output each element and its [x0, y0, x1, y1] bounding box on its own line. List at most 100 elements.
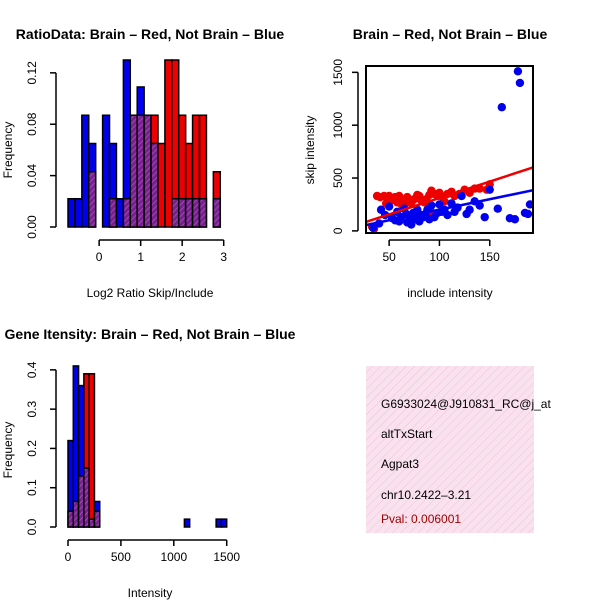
pval-text: Pval: 0.006001	[381, 512, 461, 526]
scatter-point-not-brain	[480, 212, 489, 222]
intensity-histogram-axes: 0 500 1000 1500 0.0 0.1 0.2 0.3 0.4	[25, 361, 240, 564]
intensity-y-tick-label: 0.2	[25, 440, 39, 457]
ratio-bar-overlap	[212, 197, 222, 228]
ratio-bar-not-brain	[81, 114, 90, 228]
ratio-bar-brain	[164, 59, 173, 228]
intensity-bar-overlap	[88, 518, 96, 528]
info-panel: G6933024@J910831_RC@j_at altTxStart Agpa…	[366, 366, 551, 533]
ratio-histogram-ylabel: Frequency	[1, 122, 15, 179]
intensity-bar-not-brain	[183, 518, 191, 528]
scatter-point-not-brain	[427, 201, 436, 210]
ratio-bar-overlap	[171, 197, 180, 228]
scatter-point-not-brain	[497, 103, 507, 112]
scatter-panel: Brain – Red, Not Brain – Blue 50 100 15005…	[303, 26, 547, 300]
scatter-ylabel: skip intensity	[303, 116, 317, 185]
intensity-histogram-xlabel: Intensity	[128, 586, 173, 600]
ratio-bar-not-brain	[115, 197, 125, 228]
ratio-y-tick-label: 0.00	[25, 215, 39, 239]
scatter-point-not-brain	[525, 200, 533, 209]
scatter-point-not-brain	[475, 201, 484, 210]
ratio-bar-not-brain	[101, 114, 111, 228]
location-text: chr10.2422–3.21	[381, 488, 471, 502]
intensity-bar-overlap	[93, 510, 101, 528]
scatter-plot-frame	[365, 65, 534, 234]
intensity-y-tick-label: 0.3	[25, 400, 39, 417]
scatter-x-tick-label: 100	[429, 250, 449, 264]
ratio-bar-not-brain	[74, 197, 83, 228]
scatter-point-not-brain	[493, 204, 502, 213]
ratio-bar-overlap	[88, 171, 97, 228]
intensity-x-tick-label: 500	[111, 550, 131, 564]
info-panel-background	[366, 366, 534, 533]
ratio-bar-overlap	[108, 197, 118, 228]
scatter-point-not-brain	[510, 215, 520, 224]
scatter-y-tick-label: 500	[331, 168, 345, 188]
scatter-fit-line-not-brain	[366, 188, 533, 227]
ratio-bar-overlap	[129, 114, 138, 228]
intensity-histogram-panel: Gene Itensity: Brain – Red, Not Brain – …	[1, 326, 296, 600]
scatter-title: Brain – Red, Not Brain – Blue	[353, 26, 548, 42]
probe-id-text: G6933024@J910831_RC@j_at	[381, 397, 551, 411]
intensity-x-tick-label: 1000	[160, 550, 187, 564]
scatter-y-tick-label: 0	[331, 227, 345, 234]
scatter-point-not-brain	[368, 223, 378, 232]
ratio-bar-overlap	[136, 114, 145, 228]
scatter-point-not-brain	[523, 209, 533, 219]
intensity-histogram-bars	[67, 365, 228, 528]
intensity-bar-overlap	[77, 475, 85, 528]
scatter-x-tick-label: 50	[382, 250, 396, 264]
intensity-x-tick-label: 1500	[213, 550, 240, 564]
intensity-bar-overlap	[83, 467, 90, 528]
scatter-y-tick-label: 1000	[331, 112, 345, 139]
scatter-xlabel: include intensity	[407, 286, 492, 300]
scatter-point-not-brain	[457, 191, 466, 201]
ratio-bar-not-brain	[67, 197, 76, 228]
ratio-bar-overlap	[122, 197, 132, 228]
intensity-x-tick-label: 0	[65, 550, 72, 564]
ratio-bar-overlap	[150, 142, 159, 228]
intensity-y-tick-label: 0.4	[25, 361, 39, 378]
intensity-bar-not-brain	[220, 518, 228, 528]
scatter-x-tick-label: 150	[480, 250, 500, 264]
ratio-x-tick-label: 3	[220, 250, 227, 264]
intensity-histogram-ylabel: Frequency	[1, 422, 15, 479]
ratio-histogram-bars	[67, 59, 222, 228]
scatter-point-not-brain	[515, 78, 525, 88]
event-type-text: altTxStart	[381, 427, 433, 441]
ratio-bar-overlap	[184, 197, 194, 228]
ratio-bar-brain	[157, 142, 166, 228]
ratio-x-tick-label: 0	[96, 250, 103, 264]
scatter-point-not-brain	[443, 210, 452, 220]
ratio-histogram-axes: 0 1 2 3 0.00 0.04 0.08 0.12	[25, 61, 227, 264]
intensity-bar-brain	[88, 373, 96, 528]
intensity-y-tick-label: 0.1	[25, 479, 39, 496]
ratio-y-tick-label: 0.04	[25, 164, 39, 188]
ratio-y-tick-label: 0.08	[25, 112, 39, 136]
ratio-bar-overlap	[143, 114, 152, 228]
ratio-histogram-title: RatioData: Brain – Red, Not Brain – Blue	[16, 26, 285, 42]
gene-name-text: Agpat3	[381, 457, 419, 471]
scatter-point-not-brain	[485, 185, 494, 194]
scatter-point-not-brain	[435, 200, 444, 209]
intensity-bar-overlap	[67, 510, 75, 528]
ratio-bar-overlap	[198, 197, 208, 228]
ratio-y-tick-label: 0.12	[25, 61, 39, 85]
intensity-bar-overlap	[72, 500, 80, 528]
ratio-histogram-xlabel: Log2 Ratio Skip/Include	[87, 286, 214, 300]
intensity-y-tick-label: 0.0	[25, 518, 39, 535]
ratio-bar-overlap	[177, 197, 187, 228]
intensity-histogram-title: Gene Itensity: Brain – Red, Not Brain – …	[5, 326, 296, 342]
ratio-bar-overlap	[191, 197, 201, 228]
intensity-bar-not-brain	[215, 518, 223, 528]
scatter-fit-line-brain	[366, 166, 533, 224]
scatter-fit-lines	[366, 166, 533, 227]
scatter-point-not-brain	[465, 205, 474, 214]
scatter-y-tick-label: 1500	[331, 59, 345, 86]
ratio-x-tick-label: 2	[179, 250, 186, 264]
scatter-point-not-brain	[384, 202, 394, 211]
scatter-point-not-brain	[513, 67, 523, 76]
ratio-histogram-panel: RatioData: Brain – Red, Not Brain – Blue…	[1, 26, 284, 300]
ratio-x-tick-label: 1	[137, 250, 144, 264]
